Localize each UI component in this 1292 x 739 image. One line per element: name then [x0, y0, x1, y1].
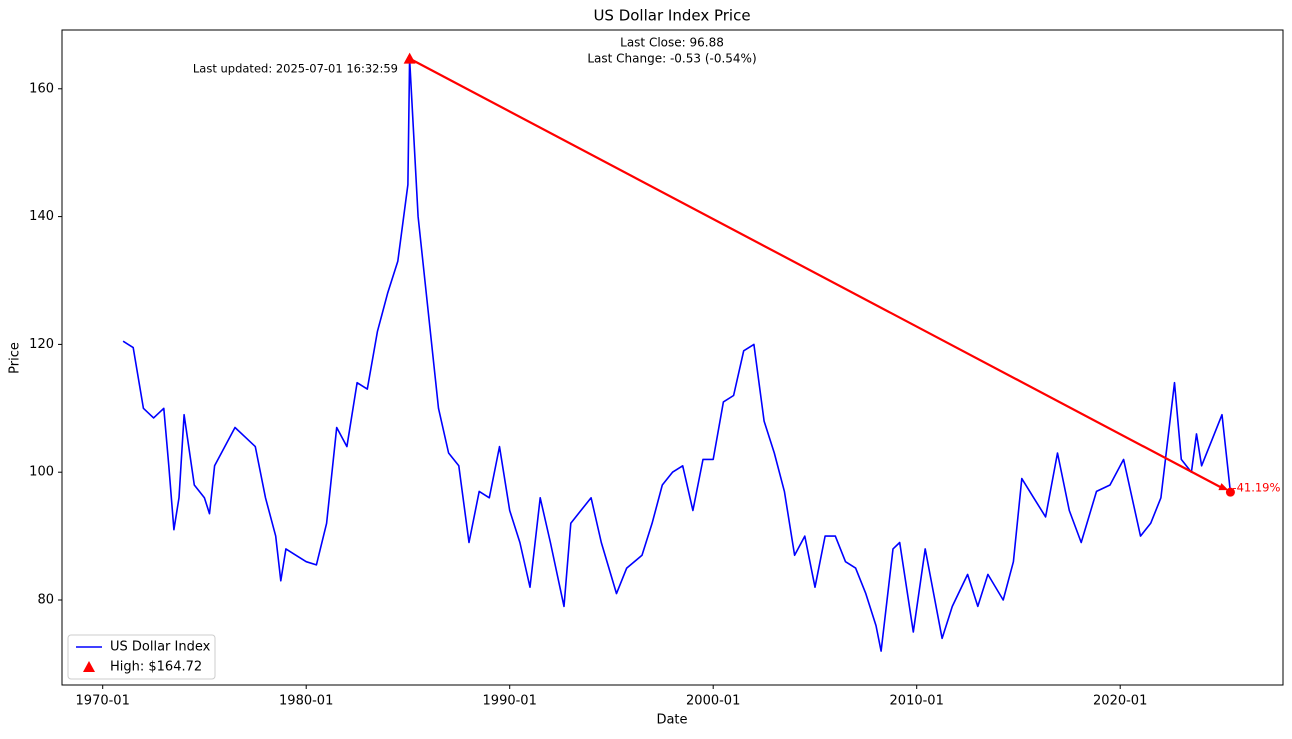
legend-label: High: $164.72: [110, 660, 202, 675]
change-arrow: [409, 57, 1223, 490]
change-label: -41.19%: [1232, 481, 1280, 495]
plot-area: [61, 29, 1284, 686]
x-tick-label: 1980-01: [279, 694, 333, 709]
legend-label: US Dollar Index: [110, 640, 211, 655]
x-axis-label: Date: [656, 713, 687, 728]
high-marker: [403, 52, 416, 64]
y-tick-label: 80: [37, 593, 54, 608]
x-tick-label: 1990-01: [483, 694, 537, 709]
x-tick-label: 2010-01: [890, 694, 944, 709]
y-tick-label: 120: [29, 337, 54, 352]
y-tick-label: 100: [29, 465, 54, 480]
chart-title: US Dollar Index Price: [593, 7, 750, 25]
legend-marker: [83, 661, 95, 672]
annotation: Last Change: -0.53 (-0.54%): [587, 52, 756, 66]
arrow-head: [1218, 483, 1229, 491]
x-tick-label: 2000-01: [686, 694, 740, 709]
x-tick-label: 1970-01: [76, 694, 130, 709]
legend-box: [67, 634, 216, 680]
price-line: [122, 57, 1232, 652]
annotation: Last Close: 96.88: [620, 36, 724, 50]
x-tick-label: 2020-01: [1093, 694, 1147, 709]
y-tick-label: 160: [29, 81, 54, 96]
y-axis-label: Price: [8, 342, 23, 374]
y-tick-label: 140: [29, 209, 54, 224]
last-marker: [1225, 487, 1235, 497]
annotation: Last updated: 2025-07-01 16:32:59: [193, 62, 398, 76]
